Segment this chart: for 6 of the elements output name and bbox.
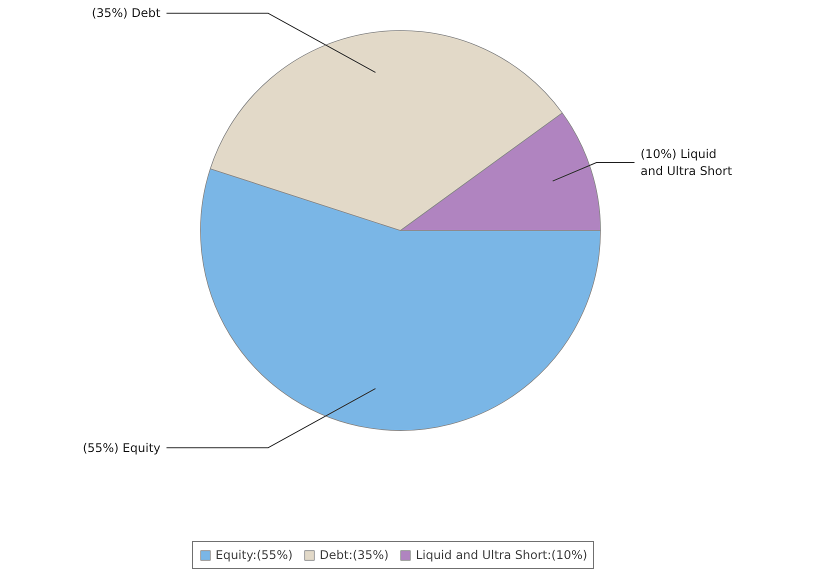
legend-label: Liquid and Ultra Short:(10%): [416, 548, 588, 562]
legend-label: Equity:(55%): [216, 548, 293, 562]
slice-label: (55%) Equity: [82, 440, 160, 455]
slice-label: (35%) Debt: [92, 6, 161, 20]
slice-label: (10%) Liquid and Ultra Short: [640, 147, 732, 178]
legend-label: Debt:(35%): [320, 548, 389, 562]
